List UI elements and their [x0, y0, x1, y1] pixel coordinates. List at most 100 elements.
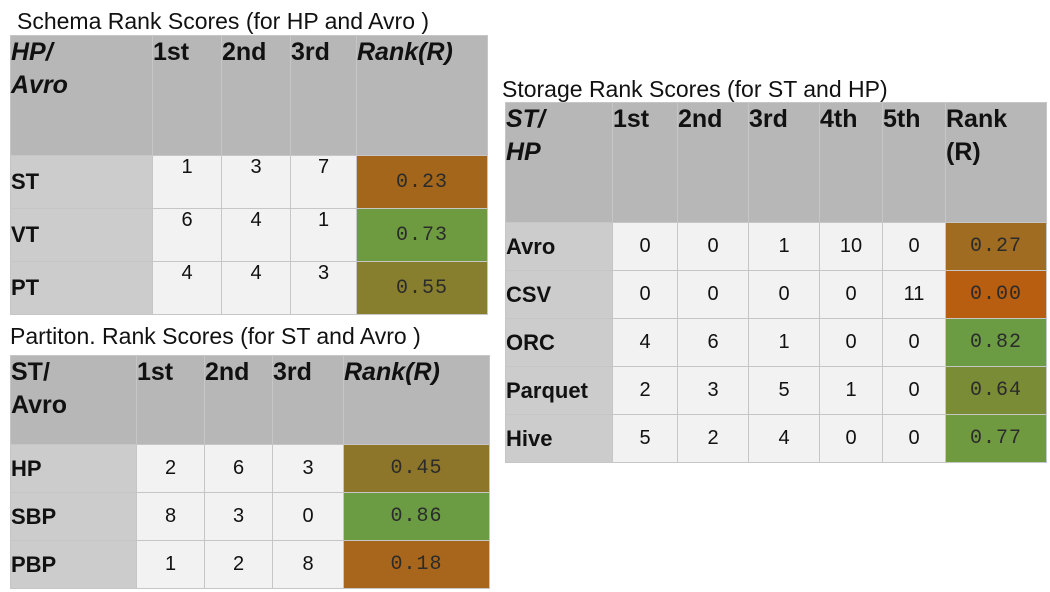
- storage-table-caption: Storage Rank Scores (for ST and HP): [502, 76, 888, 102]
- table-cell: 0: [882, 318, 946, 367]
- table-row: PBP 1 2 8 0.18: [10, 540, 490, 589]
- rank-score-cell: 0.77: [945, 414, 1047, 463]
- row-label: PT: [10, 261, 153, 315]
- column-header: 3rd: [290, 35, 357, 156]
- rank-header-line-2: (R): [946, 138, 981, 166]
- row-label: PBP: [10, 540, 137, 589]
- rank-score-cell: 0.86: [343, 492, 490, 541]
- column-header: 3rd: [272, 355, 344, 445]
- table-cell: 5: [748, 366, 820, 415]
- column-header: 2nd: [204, 355, 273, 445]
- table-cell: 11: [882, 270, 946, 319]
- schema-rank-table: HP/ Avro 1st 2nd 3rd Rank(R) ST 1 3 7 0.…: [10, 35, 488, 315]
- table-cell: 8: [272, 540, 344, 589]
- corner-line-2: Avro: [11, 71, 68, 99]
- storage-rank-table: ST/ HP 1st 2nd 3rd 4th 5th Rank (R) Avro…: [505, 102, 1047, 463]
- corner-header: ST/ HP: [505, 102, 613, 223]
- rank-score-cell: 0.55: [356, 261, 488, 315]
- rank-column-header: Rank(R): [356, 35, 488, 156]
- rank-score-cell: 0.00: [945, 270, 1047, 319]
- row-label: HP: [10, 444, 137, 493]
- partition-rank-table: ST/ Avro 1st 2nd 3rd Rank(R) HP 2 6 3 0.…: [10, 355, 490, 589]
- row-label: ORC: [505, 318, 613, 367]
- table-cell: 0: [612, 222, 678, 271]
- row-label: Hive: [505, 414, 613, 463]
- table-cell: 1: [290, 208, 357, 262]
- table-cell: 2: [136, 444, 205, 493]
- corner-line-2: HP: [506, 138, 541, 166]
- rank-score-cell: 0.82: [945, 318, 1047, 367]
- column-header: 1st: [152, 35, 222, 156]
- column-header: 4th: [819, 102, 883, 223]
- table-cell: 0: [882, 414, 946, 463]
- table-row: HP 2 6 3 0.45: [10, 444, 490, 493]
- column-header: 1st: [612, 102, 678, 223]
- table-cell: 0: [819, 270, 883, 319]
- table-row: Avro 0 0 1 10 0 0.27: [505, 222, 1047, 271]
- table-cell: 0: [677, 270, 749, 319]
- corner-header: HP/ Avro: [10, 35, 153, 156]
- table-cell: 4: [221, 261, 291, 315]
- table-row: ST 1 3 7 0.23: [10, 155, 488, 209]
- row-label: Parquet: [505, 366, 613, 415]
- partition-table-caption: Partiton. Rank Scores (for ST and Avro ): [10, 323, 421, 349]
- table-cell: 0: [819, 318, 883, 367]
- table-header-row: HP/ Avro 1st 2nd 3rd Rank(R): [10, 35, 488, 156]
- rank-column-header: Rank (R): [945, 102, 1047, 223]
- table-cell: 10: [819, 222, 883, 271]
- rank-score-cell: 0.73: [356, 208, 488, 262]
- column-header: 5th: [882, 102, 946, 223]
- table-cell: 5: [612, 414, 678, 463]
- rank-score-cell: 0.23: [356, 155, 488, 209]
- table-cell: 1: [136, 540, 205, 589]
- table-cell: 4: [221, 208, 291, 262]
- table-row: PT 4 4 3 0.55: [10, 261, 488, 315]
- table-cell: 6: [204, 444, 273, 493]
- rank-score-cell: 0.27: [945, 222, 1047, 271]
- table-cell: 3: [204, 492, 273, 541]
- table-cell: 0: [272, 492, 344, 541]
- rank-score-cell: 0.18: [343, 540, 490, 589]
- table-cell: 1: [748, 222, 820, 271]
- corner-line-1: ST/: [506, 105, 545, 133]
- table-cell: 0: [882, 222, 946, 271]
- table-cell: 0: [612, 270, 678, 319]
- table-cell: 3: [290, 261, 357, 315]
- table-cell: 1: [819, 366, 883, 415]
- table-cell: 8: [136, 492, 205, 541]
- table-row: SBP 8 3 0 0.86: [10, 492, 490, 541]
- table-row: ORC 4 6 1 0 0 0.82: [505, 318, 1047, 367]
- rank-score-cell: 0.45: [343, 444, 490, 493]
- table-cell: 3: [272, 444, 344, 493]
- table-cell: 6: [152, 208, 222, 262]
- table-cell: 7: [290, 155, 357, 209]
- table-cell: 0: [677, 222, 749, 271]
- table-cell: 1: [152, 155, 222, 209]
- table-cell: 0: [748, 270, 820, 319]
- corner-line-1: ST/: [11, 358, 50, 386]
- row-label: CSV: [505, 270, 613, 319]
- corner-header: ST/ Avro: [10, 355, 137, 445]
- table-row: VT 6 4 1 0.73: [10, 208, 488, 262]
- table-row: CSV 0 0 0 0 11 0.00: [505, 270, 1047, 319]
- table-cell: 2: [677, 414, 749, 463]
- column-header: 2nd: [221, 35, 291, 156]
- table-cell: 0: [819, 414, 883, 463]
- column-header: 1st: [136, 355, 205, 445]
- column-header: 2nd: [677, 102, 749, 223]
- table-cell: 3: [677, 366, 749, 415]
- table-header-row: ST/ Avro 1st 2nd 3rd Rank(R): [10, 355, 490, 445]
- table-cell: 0: [882, 366, 946, 415]
- table-cell: 2: [204, 540, 273, 589]
- rank-column-header: Rank(R): [343, 355, 490, 445]
- row-label: VT: [10, 208, 153, 262]
- table-row: Hive 5 2 4 0 0 0.77: [505, 414, 1047, 463]
- row-label: SBP: [10, 492, 137, 541]
- column-header: 3rd: [748, 102, 820, 223]
- table-cell: 6: [677, 318, 749, 367]
- table-cell: 3: [221, 155, 291, 209]
- rank-header-line-1: Rank: [946, 105, 1008, 133]
- rank-score-cell: 0.64: [945, 366, 1047, 415]
- row-label: Avro: [505, 222, 613, 271]
- table-cell: 4: [748, 414, 820, 463]
